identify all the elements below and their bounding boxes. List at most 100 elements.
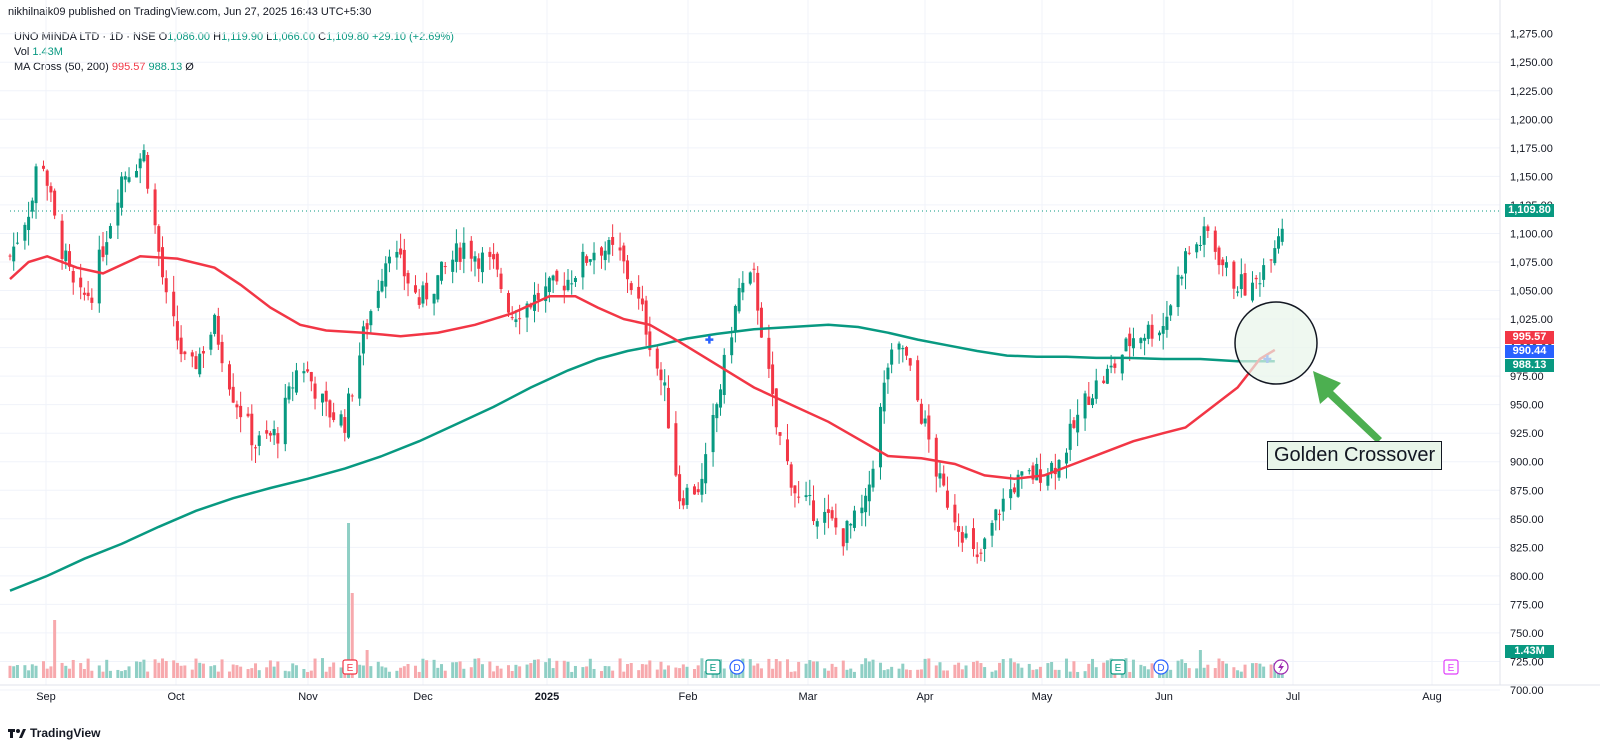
volume-bar (71, 659, 75, 678)
candle-body (250, 413, 254, 446)
volume-bar (294, 665, 298, 678)
candle-body (1195, 244, 1199, 253)
volume-bar (860, 664, 864, 678)
volume-bar (1139, 664, 1143, 678)
volume-label[interactable]: Vol (14, 46, 30, 58)
candle-body (607, 240, 611, 255)
candle-body (101, 246, 105, 258)
volume-bar (142, 659, 146, 678)
candle-body (190, 352, 194, 357)
volume-bar (339, 667, 343, 678)
earnings-event-marker[interactable]: E (1110, 659, 1126, 675)
candle-body (1243, 273, 1247, 296)
candle-body (194, 356, 198, 369)
volume-bar (1038, 666, 1042, 678)
volume-bar (1076, 671, 1080, 678)
candle-body (901, 348, 905, 350)
candle-body (1094, 380, 1098, 399)
last-price-tag: 1,109.80 (1505, 204, 1554, 217)
volume-bar (320, 658, 324, 678)
volume-bar (172, 660, 176, 678)
volume-bar (387, 671, 391, 678)
candle-body (945, 490, 949, 508)
volume-bar (436, 667, 440, 678)
volume-bar (849, 668, 853, 678)
volume-bar (183, 665, 187, 678)
candle-body (324, 390, 328, 402)
flash-event-icon[interactable] (1273, 659, 1289, 675)
volume-bar (771, 668, 775, 678)
volume-bar (220, 659, 224, 678)
volume-bar (1143, 666, 1147, 678)
volume-bar (332, 662, 336, 678)
tradingview-logo[interactable]: TradingView (8, 726, 100, 740)
earnings-event-marker[interactable]: E (1443, 659, 1459, 675)
ma-cross-label[interactable]: MA Cross (50, 200) (14, 61, 109, 73)
volume-bar (146, 671, 150, 678)
time-axis[interactable]: Sep Oct Nov Dec 2025 Feb Mar Apr May Jun Jul Aug (0, 684, 1600, 703)
candle-body (618, 247, 622, 251)
candle-body (700, 478, 704, 495)
candle-body (830, 510, 834, 519)
candle-body (328, 400, 332, 418)
volume-bar (1020, 667, 1024, 678)
candle-body (629, 283, 633, 291)
price-axis[interactable]: 1,275.00 1,250.00 1,225.00 1,200.00 1,175.00… (1499, 0, 1553, 697)
volume-bar (674, 667, 678, 678)
candle-body (759, 307, 763, 338)
candle-body (622, 245, 626, 262)
volume-row: Vol 1.43M (14, 45, 454, 60)
volume-bar (953, 664, 957, 678)
volume-bar (380, 666, 384, 678)
candle-body (164, 278, 168, 293)
candle-body (748, 272, 752, 284)
price-tick-label: 1,175.00 (1510, 143, 1553, 155)
candle-body (648, 331, 652, 351)
volume-bar (1202, 667, 1206, 678)
volume-bar (1176, 660, 1180, 678)
ma-fast-value: 995.57 (111, 61, 146, 73)
volume-bar (1198, 650, 1202, 678)
volume-bar (785, 659, 789, 678)
volume-bar (1105, 660, 1109, 678)
volume-bar (1031, 669, 1035, 678)
candle-body (1016, 474, 1020, 497)
candle-body (213, 314, 217, 334)
svg-text:D: D (1157, 663, 1164, 674)
candle-body (86, 292, 90, 297)
volume-bar (101, 671, 105, 678)
candle-body (815, 521, 819, 527)
candle-body (581, 251, 585, 278)
candle-body (808, 495, 812, 497)
candle-body (1131, 338, 1135, 349)
volume-bar (544, 662, 548, 678)
time-tick-label: Nov (298, 691, 318, 703)
candle-body (566, 279, 570, 291)
low-label: L (266, 31, 273, 43)
candle-body (1176, 274, 1180, 308)
volume-bar (916, 669, 920, 678)
candle-body (518, 318, 522, 320)
volume-bar (413, 665, 417, 678)
candle-body (220, 341, 224, 364)
candle-body (871, 468, 875, 488)
volume-bar (525, 664, 529, 678)
candle-body (767, 337, 771, 369)
earnings-event-marker[interactable]: E (705, 659, 721, 675)
volume-bar (759, 668, 763, 678)
candle-body (153, 189, 157, 226)
earnings-event-marker[interactable]: E (342, 659, 358, 675)
volume-bar (626, 664, 630, 678)
candle-body (15, 242, 19, 244)
candle-body (1169, 305, 1173, 316)
candle-body (1184, 251, 1188, 274)
dividend-event-marker[interactable]: D (729, 659, 745, 675)
candle-body (287, 386, 291, 400)
volume-bar (1001, 659, 1005, 678)
volume-bar (685, 666, 689, 678)
dividend-event-marker[interactable]: D (1153, 659, 1169, 675)
volume-bar (1131, 659, 1135, 678)
candle-body (719, 389, 723, 408)
price-tick-label: 950.00 (1510, 400, 1544, 412)
